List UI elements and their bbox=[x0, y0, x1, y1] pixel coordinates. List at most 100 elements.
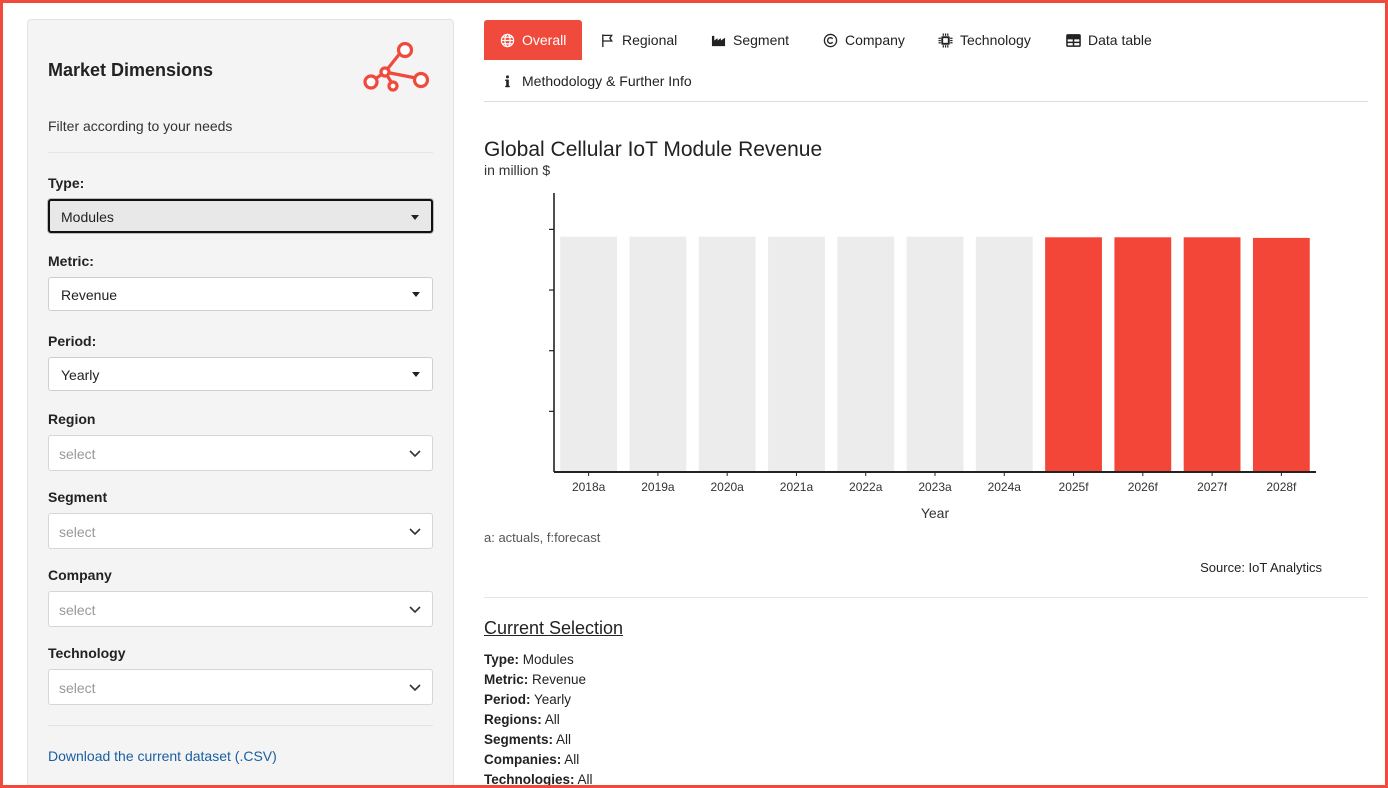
type-select-value: Modules bbox=[61, 209, 114, 225]
metric-select[interactable]: Revenue bbox=[48, 277, 433, 311]
globe-icon bbox=[500, 33, 515, 47]
bar-2018a bbox=[560, 236, 618, 472]
chevron-down-icon bbox=[409, 606, 421, 614]
network-nodes-icon bbox=[363, 42, 429, 92]
selection-row: Technologies: All bbox=[484, 770, 593, 788]
bar-2021a bbox=[768, 236, 825, 472]
company-placeholder: select bbox=[59, 602, 96, 618]
selection-value: All bbox=[541, 712, 560, 727]
tab-overall[interactable]: Overall bbox=[484, 20, 583, 60]
region-label: Region bbox=[48, 411, 96, 427]
selection-value: All bbox=[561, 752, 580, 767]
chart-subtitle: in million $ bbox=[484, 162, 551, 178]
industry-icon bbox=[711, 35, 726, 46]
x-tick-label: 2027f bbox=[1197, 480, 1228, 494]
company-field: Company select bbox=[48, 567, 433, 627]
x-tick-label: 2028f bbox=[1266, 480, 1297, 494]
x-tick-label: 2018a bbox=[572, 480, 606, 494]
technology-multiselect[interactable]: select bbox=[48, 669, 433, 705]
bar-2026f bbox=[1114, 237, 1172, 472]
divider bbox=[484, 597, 1368, 598]
chart-title: Global Cellular IoT Module Revenue bbox=[484, 138, 823, 161]
download-csv-link[interactable]: Download the current dataset (.CSV) bbox=[48, 748, 277, 764]
tab-data-table[interactable]: Data table bbox=[1050, 20, 1168, 60]
tab-regional-label: Regional bbox=[622, 32, 678, 48]
selection-value: Modules bbox=[519, 652, 574, 667]
segment-field: Segment select bbox=[48, 489, 433, 549]
x-tick-label: 2020a bbox=[710, 480, 744, 494]
period-field: Period: Yearly bbox=[48, 333, 433, 391]
selection-row: Metric: Revenue bbox=[484, 670, 593, 690]
tab-segment-label: Segment bbox=[733, 32, 790, 48]
x-tick-label: 2019a bbox=[641, 480, 675, 494]
company-label: Company bbox=[48, 567, 112, 583]
technology-placeholder: select bbox=[59, 680, 96, 696]
tab-company[interactable]: Company bbox=[807, 20, 921, 60]
tab-technology[interactable]: Technology bbox=[922, 20, 1047, 60]
chevron-down-icon bbox=[409, 528, 421, 536]
region-placeholder: select bbox=[59, 446, 96, 462]
chevron-down-icon bbox=[409, 684, 421, 692]
region-field: Region select bbox=[48, 411, 433, 471]
selection-row: Period: Yearly bbox=[484, 690, 593, 710]
bar-2025f bbox=[1045, 237, 1102, 472]
tab-overall-label: Overall bbox=[522, 32, 567, 48]
company-multiselect[interactable]: select bbox=[48, 591, 433, 627]
segment-multiselect[interactable]: select bbox=[48, 513, 433, 549]
segment-placeholder: select bbox=[59, 524, 96, 540]
revenue-bar-chart: 2018a 2019a 2020a 2021a 2022a 2023a 2024a 2025f… bbox=[549, 193, 1316, 521]
selection-row: Type: Modules bbox=[484, 650, 593, 670]
type-select[interactable]: Modules bbox=[48, 199, 433, 233]
selection-value: Revenue bbox=[528, 672, 587, 687]
copyright-icon bbox=[823, 33, 838, 47]
tab-methodology-label: Methodology & Further Info bbox=[522, 73, 692, 89]
flag-icon bbox=[602, 33, 613, 47]
period-select-value: Yearly bbox=[61, 367, 100, 383]
bar-2022a bbox=[837, 236, 895, 472]
tab-data-table-label: Data table bbox=[1088, 32, 1152, 48]
selection-key: Segments: bbox=[484, 732, 554, 747]
bar-2019a bbox=[629, 236, 687, 472]
bar-2024a bbox=[975, 236, 1033, 472]
bar-2023a bbox=[906, 236, 964, 472]
selection-key: Period: bbox=[484, 692, 531, 707]
sidebar-title: Market Dimensions bbox=[48, 60, 214, 80]
caret-down-icon bbox=[411, 215, 419, 220]
tab-bar: Overall Regional Segment Company Technol… bbox=[484, 20, 1368, 102]
region-multiselect[interactable]: select bbox=[48, 435, 433, 471]
selection-row: Companies: All bbox=[484, 750, 593, 770]
info-icon bbox=[505, 74, 510, 87]
selection-key: Technologies: bbox=[484, 772, 575, 787]
selection-value: Yearly bbox=[530, 692, 572, 707]
chart-source: Source: IoT Analytics bbox=[1200, 560, 1322, 575]
selection-value: All bbox=[574, 772, 593, 787]
table-icon bbox=[1066, 33, 1081, 47]
type-field: Type: Modules bbox=[48, 175, 433, 233]
period-select[interactable]: Yearly bbox=[48, 357, 433, 391]
divider bbox=[48, 786, 433, 787]
selection-value: All bbox=[553, 732, 572, 747]
selection-key: Type: bbox=[484, 652, 520, 667]
current-selection-title: Current Selection bbox=[484, 618, 624, 638]
current-selection-list: Type: Modules Metric: Revenue Period: Year… bbox=[484, 650, 593, 788]
bar-2027f bbox=[1183, 237, 1241, 472]
technology-label: Technology bbox=[48, 645, 126, 661]
technology-field: Technology select bbox=[48, 645, 433, 705]
metric-label: Metric: bbox=[48, 253, 94, 269]
tab-technology-label: Technology bbox=[960, 32, 1031, 48]
bar-2020a bbox=[698, 236, 756, 472]
sidebar-subtitle: Filter according to your needs bbox=[48, 118, 233, 134]
divider bbox=[48, 152, 433, 153]
chart-note: a: actuals, f:forecast bbox=[484, 530, 601, 545]
selection-row: Segments: All bbox=[484, 730, 593, 750]
tab-regional[interactable]: Regional bbox=[584, 20, 693, 60]
x-tick-label: 2021a bbox=[780, 480, 814, 494]
x-tick-label: 2026f bbox=[1128, 480, 1159, 494]
segment-label: Segment bbox=[48, 489, 108, 505]
selection-key: Metric: bbox=[484, 672, 529, 687]
chevron-down-icon bbox=[409, 450, 421, 458]
tab-methodology[interactable]: Methodology & Further Info bbox=[484, 61, 708, 101]
tab-segment[interactable]: Segment bbox=[695, 20, 805, 60]
metric-field: Metric: Revenue bbox=[48, 253, 433, 311]
x-tick-label: 2025f bbox=[1059, 480, 1090, 494]
